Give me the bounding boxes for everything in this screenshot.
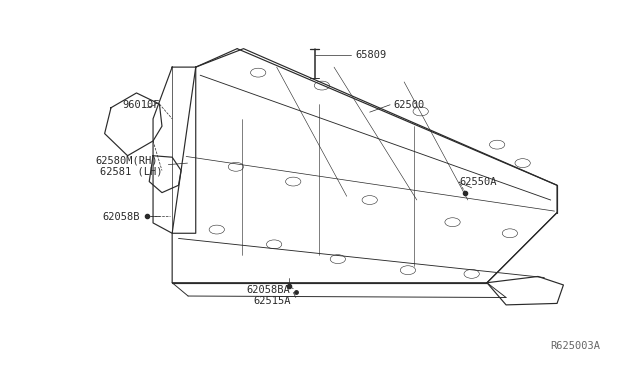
Text: 62058BA: 62058BA [246,285,291,295]
Text: 62500: 62500 [394,100,424,110]
Text: 96010F: 96010F [122,100,160,110]
Text: 65809: 65809 [355,50,387,60]
Text: 62550A: 62550A [459,177,497,187]
Text: 62580M(RH): 62580M(RH) [96,156,158,166]
Text: 62581 (LH): 62581 (LH) [100,167,163,177]
Text: 62515A: 62515A [253,296,291,306]
Text: R625003A: R625003A [550,340,601,350]
Text: 62058B: 62058B [102,212,140,222]
